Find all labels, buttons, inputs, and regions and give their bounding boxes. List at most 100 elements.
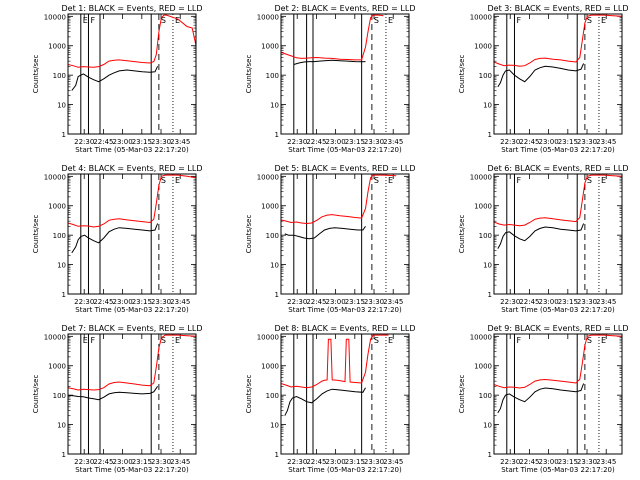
events-series-line (293, 59, 366, 65)
x-tick-label: 23:15 (345, 458, 365, 466)
y-tick-label: 100 (266, 72, 279, 80)
event-marker-label: F (516, 176, 521, 185)
y-tick-label: 1 (62, 451, 66, 459)
x-axis-label: Start Time (05-Mar-03 22:17:20) (288, 306, 402, 314)
events-series-line (497, 63, 585, 88)
plot-frame (67, 333, 197, 455)
y-tick-label: 1 (62, 291, 66, 299)
event-marker-label: E (601, 176, 606, 185)
y-tick-label: 10000 (257, 173, 279, 181)
x-tick-label: 23:45 (170, 298, 190, 306)
lld-series-line (68, 14, 196, 68)
chart-title: Det 1: BLACK = Events, RED = LLD (62, 4, 203, 13)
x-tick-label: 22:30 (287, 458, 307, 466)
event-marker-label: F (90, 16, 95, 25)
y-tick-label: 100 (479, 392, 492, 400)
event-marker-label: E (388, 336, 393, 345)
lld-series-line (68, 174, 196, 228)
event-marker-label: E (83, 16, 88, 25)
events-series-line (71, 66, 159, 91)
y-tick-label: 1000 (48, 203, 66, 211)
x-tick-label: 23:30 (151, 458, 171, 466)
events-series-line (71, 223, 159, 254)
x-tick-label: 23:15 (345, 138, 365, 146)
x-tick-label: 23:45 (170, 458, 190, 466)
event-marker-label: E (175, 336, 180, 345)
x-axis-label: Start Time (05-Mar-03 22:17:20) (501, 306, 615, 314)
x-tick-label: 23:00 (113, 458, 133, 466)
x-tick-label: 23:00 (326, 458, 346, 466)
y-tick-label: 10000 (44, 173, 66, 181)
y-tick-label: 1000 (474, 363, 492, 371)
event-marker-label: F (90, 336, 95, 345)
lld-series-line (494, 174, 622, 227)
events-series-line (284, 387, 366, 416)
event-marker-label: E (83, 336, 88, 345)
event-marker-label: E (175, 176, 180, 185)
x-tick-label: 23:30 (364, 298, 384, 306)
event-marker-label: S (161, 16, 166, 25)
lld-series-line (494, 334, 622, 389)
x-tick-label: 23:15 (345, 298, 365, 306)
chart-panel-det-3: Det 3: BLACK = Events, RED = LLD Counts/s… (458, 4, 628, 154)
x-tick-label: 23:45 (596, 458, 616, 466)
x-tick-label: 23:15 (558, 138, 578, 146)
y-tick-label: 10000 (257, 333, 279, 341)
y-tick-label: 100 (479, 72, 492, 80)
event-marker-label: E (388, 16, 393, 25)
x-tick-label: 23:30 (364, 138, 384, 146)
lld-series-line (281, 334, 389, 389)
y-tick-label: 100 (266, 392, 279, 400)
y-axis-label: Counts/sec (458, 55, 466, 94)
plot-frame (493, 173, 623, 295)
x-tick-label: 23:45 (170, 138, 190, 146)
y-axis-label: Counts/sec (245, 375, 253, 414)
x-tick-label: 23:15 (558, 458, 578, 466)
chart-panel-det-2: Det 2: BLACK = Events, RED = LLD Counts/s… (245, 4, 415, 154)
chart-title: Det 8: BLACK = Events, RED = LLD (275, 324, 416, 333)
chart-title: Det 2: BLACK = Events, RED = LLD (275, 4, 416, 13)
x-tick-label: 23:30 (577, 138, 597, 146)
x-tick-label: 23:45 (596, 138, 616, 146)
y-tick-label: 1000 (48, 43, 66, 51)
y-tick-label: 1 (275, 291, 279, 299)
plot-frame (280, 13, 410, 135)
x-tick-label: 22:45 (519, 138, 539, 146)
lld-series-line (68, 334, 196, 391)
plot-frame (280, 173, 410, 295)
event-marker-label: S (374, 16, 379, 25)
y-tick-label: 100 (53, 72, 66, 80)
chart-panel-det-6: Det 6: BLACK = Events, RED = LLD Counts/s… (458, 164, 628, 314)
x-tick-label: 23:00 (326, 298, 346, 306)
x-tick-label: 23:45 (383, 458, 403, 466)
x-tick-label: 23:00 (113, 298, 133, 306)
y-tick-label: 100 (479, 232, 492, 240)
y-axis-label: Counts/sec (458, 215, 466, 254)
y-tick-label: 10000 (44, 13, 66, 21)
x-tick-label: 22:30 (287, 138, 307, 146)
x-tick-label: 23:15 (132, 298, 152, 306)
y-tick-label: 1000 (261, 363, 279, 371)
x-tick-label: 23:30 (151, 138, 171, 146)
x-tick-label: 22:30 (500, 458, 520, 466)
x-tick-label: 23:45 (383, 298, 403, 306)
y-tick-label: 10 (57, 422, 66, 430)
x-tick-label: 22:45 (306, 458, 326, 466)
event-marker-label: E (601, 336, 606, 345)
event-marker-label: S (587, 336, 592, 345)
events-series-line (497, 383, 585, 414)
x-tick-label: 23:15 (132, 458, 152, 466)
chart-panel-det-7: Det 7: BLACK = Events, RED = LLD Counts/s… (32, 324, 202, 474)
y-tick-label: 10000 (470, 333, 492, 341)
x-axis-label: Start Time (05-Mar-03 22:17:20) (288, 146, 402, 154)
x-tick-label: 22:45 (306, 298, 326, 306)
y-tick-label: 10 (270, 422, 279, 430)
y-axis-label: Counts/sec (458, 375, 466, 414)
x-tick-label: 23:30 (151, 298, 171, 306)
x-axis-label: Start Time (05-Mar-03 22:17:20) (75, 306, 189, 314)
chart-title: Det 6: BLACK = Events, RED = LLD (488, 164, 629, 173)
y-tick-label: 10 (483, 102, 492, 110)
event-marker-label: S (374, 336, 379, 345)
y-axis-label: Counts/sec (245, 215, 253, 254)
